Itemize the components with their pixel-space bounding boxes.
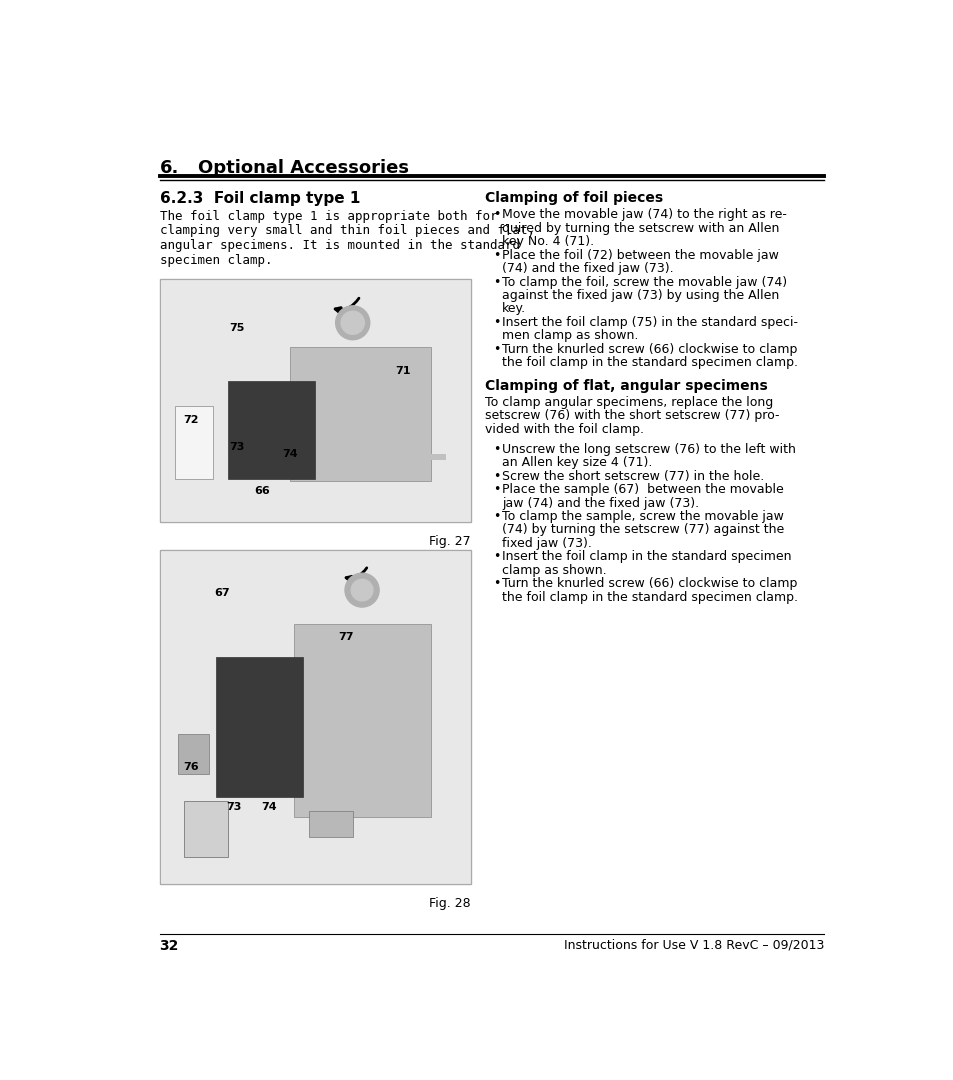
Text: 74: 74 [260,802,276,812]
Text: •: • [493,551,499,564]
Text: Instructions for Use V 1.8 RevC – 09/2013: Instructions for Use V 1.8 RevC – 09/201… [563,939,823,951]
Text: angular specimens. It is mounted in the standard: angular specimens. It is mounted in the … [159,239,519,252]
Text: clamping very small and thin foil pieces and flat,: clamping very small and thin foil pieces… [159,225,534,238]
Text: 67: 67 [213,589,230,598]
Bar [228,381,315,478]
Circle shape [345,573,378,607]
Text: 32: 32 [159,939,179,953]
Text: •: • [493,443,499,456]
Text: •: • [493,483,499,496]
Text: fixed jaw (73).: fixed jaw (73). [501,537,592,550]
Bar [175,405,213,478]
Text: vided with the foil clamp.: vided with the foil clamp. [484,423,643,436]
Text: Turn the knurled screw (66) clockwise to clamp: Turn the knurled screw (66) clockwise to… [501,578,797,591]
Text: jaw (74) and the fixed jaw (73).: jaw (74) and the fixed jaw (73). [501,497,699,510]
Text: the foil clamp in the standard specimen clamp.: the foil clamp in the standard specimen … [501,591,798,604]
Text: 6.2.3  Foil clamp type 1: 6.2.3 Foil clamp type 1 [159,191,359,206]
Text: clamp as shown.: clamp as shown. [501,564,606,577]
Text: (74) by turning the setscrew (77) against the: (74) by turning the setscrew (77) agains… [501,524,783,537]
Circle shape [341,311,364,335]
Text: the foil clamp in the standard specimen clamp.: the foil clamp in the standard specimen … [501,356,798,369]
Text: •: • [493,470,499,483]
Text: Turn the knurled screw (66) clockwise to clamp: Turn the knurled screw (66) clockwise to… [501,342,797,356]
Text: Fig. 27: Fig. 27 [429,535,471,548]
Text: 75: 75 [230,323,245,333]
Text: Place the foil (72) between the movable jaw: Place the foil (72) between the movable … [501,248,779,261]
Text: men clamp as shown.: men clamp as shown. [501,329,638,342]
Text: •: • [493,275,499,288]
Text: key.: key. [501,302,526,315]
Text: Clamping of foil pieces: Clamping of foil pieces [484,191,662,205]
Text: Optional Accessories: Optional Accessories [198,159,409,177]
Text: Move the movable jaw (74) to the right as re-: Move the movable jaw (74) to the right a… [501,208,786,221]
Text: Screw the short setscrew (77) in the hole.: Screw the short setscrew (77) in the hol… [501,470,763,483]
Bar [290,347,430,481]
Text: setscrew (76) with the short setscrew (77) pro-: setscrew (76) with the short setscrew (7… [484,409,779,422]
Text: specimen clamp.: specimen clamp. [159,254,272,267]
Text: To clamp the foil, screw the movable jaw (74): To clamp the foil, screw the movable jaw… [501,275,786,288]
Text: 76: 76 [183,762,198,772]
Bar [159,550,471,885]
Text: 71: 71 [395,366,410,377]
Text: 72: 72 [183,415,198,426]
Text: 74: 74 [282,449,298,459]
Bar [309,811,353,837]
Text: The foil clamp type 1 is appropriate both for: The foil clamp type 1 is appropriate bot… [159,210,497,222]
Bar [159,279,471,523]
Text: 66: 66 [254,486,270,496]
Text: To clamp angular specimens, replace the long: To clamp angular specimens, replace the … [484,396,773,409]
Text: •: • [493,208,499,221]
Text: Fig. 28: Fig. 28 [429,896,471,909]
Text: •: • [493,316,499,329]
Circle shape [351,579,373,600]
Text: against the fixed jaw (73) by using the Allen: against the fixed jaw (73) by using the … [501,289,779,302]
Bar [290,455,446,460]
Text: Place the sample (67)  between the movable: Place the sample (67) between the movabl… [501,483,783,496]
Text: 77: 77 [338,632,354,642]
Text: Insert the foil clamp (75) in the standard speci-: Insert the foil clamp (75) in the standa… [501,316,798,329]
Bar [161,552,469,882]
Text: To clamp the sample, screw the movable jaw: To clamp the sample, screw the movable j… [501,510,783,523]
Text: 73: 73 [230,442,245,451]
Bar [178,733,209,774]
Text: Insert the foil clamp in the standard specimen: Insert the foil clamp in the standard sp… [501,551,791,564]
Bar [184,800,228,858]
Text: •: • [493,510,499,523]
Text: key No. 4 (71).: key No. 4 (71). [501,235,594,248]
Text: 6.: 6. [159,159,179,177]
Circle shape [335,306,370,340]
Text: an Allen key size 4 (71).: an Allen key size 4 (71). [501,456,652,469]
Text: quired by turning the setscrew with an Allen: quired by turning the setscrew with an A… [501,221,779,234]
Bar [215,657,302,797]
Text: •: • [493,578,499,591]
Text: (74) and the fixed jaw (73).: (74) and the fixed jaw (73). [501,262,673,275]
Text: •: • [493,248,499,261]
Bar [294,623,430,818]
Text: Clamping of flat, angular specimens: Clamping of flat, angular specimens [484,379,767,393]
Text: 73: 73 [227,802,242,812]
Text: •: • [493,342,499,356]
Text: Unscrew the long setscrew (76) to the left with: Unscrew the long setscrew (76) to the le… [501,443,795,456]
Bar [161,281,469,521]
